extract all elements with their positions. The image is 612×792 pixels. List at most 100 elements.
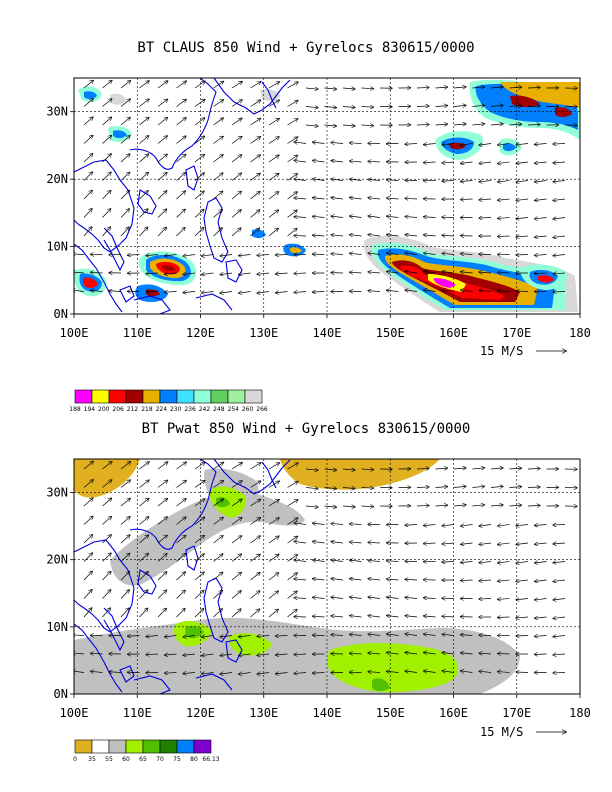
lat-tick-label: 0N	[54, 687, 68, 701]
wind-vector	[479, 290, 492, 291]
wind-vector	[83, 227, 92, 237]
grid-bottom	[74, 459, 580, 694]
wind-vector	[331, 523, 344, 524]
wind-vector	[405, 235, 418, 236]
wind-vector	[231, 137, 242, 144]
wind-vector	[442, 235, 455, 236]
wind-vector	[331, 597, 344, 598]
wind-vector	[276, 255, 288, 256]
wind-vector	[553, 654, 566, 655]
colorbar-label: 236	[184, 406, 196, 413]
wind-vector	[472, 468, 485, 469]
wind-vector	[102, 571, 111, 581]
wind-vector	[553, 218, 566, 220]
wind-vector	[146, 255, 159, 256]
lon-tick-label: 170E	[502, 326, 531, 340]
wind-vector	[405, 525, 418, 526]
wind-vector	[368, 615, 381, 617]
wind-vector	[257, 273, 270, 274]
wind-vector	[305, 506, 318, 507]
colorbar-swatch	[176, 389, 195, 404]
colorbar-swatch	[193, 739, 212, 754]
wind-vector	[350, 198, 362, 199]
wind-vector	[176, 480, 187, 488]
wind-vector	[157, 462, 168, 470]
wind-vector	[472, 105, 485, 106]
lon-tick-label: 100E	[60, 326, 89, 340]
wind-vector	[461, 162, 473, 163]
wind-vector	[250, 554, 261, 562]
wind-vector	[139, 498, 149, 507]
wind-vector	[361, 88, 374, 89]
wind-vector	[176, 118, 187, 126]
colorbar-label: 70	[156, 756, 164, 763]
wind-vector	[416, 106, 429, 107]
wind-vector	[405, 198, 418, 199]
colorbar-swatch	[74, 739, 93, 754]
wind-vector	[157, 480, 168, 488]
wind-vector	[102, 516, 112, 525]
wind-vector	[479, 162, 492, 164]
wind-vector	[490, 87, 503, 88]
wind-vector	[331, 635, 344, 636]
lat-tick-label: 0N	[54, 307, 68, 321]
colorbar-label: 80	[190, 756, 198, 763]
lat-tick-label: 30N	[46, 486, 68, 500]
wind-vector	[405, 271, 418, 273]
wind-vector	[553, 525, 566, 526]
wind-vector	[120, 209, 129, 218]
wind-vector	[202, 273, 214, 275]
wind-vector	[268, 500, 279, 507]
wind-vector	[250, 118, 261, 126]
wind-vector	[83, 190, 92, 200]
wind-vector	[350, 634, 362, 635]
wind-vector	[176, 609, 185, 618]
wind-vector	[231, 536, 242, 544]
wind-vector	[183, 654, 196, 655]
wind-vector	[361, 488, 374, 489]
wind-vector	[424, 271, 436, 273]
wind-vector	[553, 181, 566, 182]
wind-vector	[424, 543, 436, 544]
wind-vector	[498, 144, 510, 146]
wind-vector	[294, 273, 307, 274]
wind-vector	[250, 609, 260, 618]
wind-vector	[257, 636, 270, 637]
wind-vector	[435, 124, 448, 125]
wind-vector	[157, 227, 166, 237]
wind-vector	[139, 136, 149, 144]
wind-vector	[83, 80, 93, 89]
wind-vector	[268, 119, 279, 126]
wind-vector	[553, 599, 566, 601]
wind-vector	[157, 118, 167, 126]
wind-vector	[350, 579, 362, 580]
wind-vector	[139, 172, 149, 181]
wind-vector	[405, 671, 418, 672]
wind-vector	[268, 536, 279, 544]
wind-vector	[313, 198, 325, 199]
wind-vector	[194, 155, 204, 163]
wind-vector	[350, 597, 362, 599]
colorbar-swatch	[227, 389, 246, 404]
wind-vector	[368, 272, 381, 273]
lon-tick-label: 180	[569, 326, 591, 340]
wind-vector	[424, 253, 436, 254]
wind-vector	[294, 654, 307, 655]
colorbar-label: 242	[199, 406, 211, 413]
wind-vector	[213, 228, 223, 237]
wind-vector	[324, 488, 337, 489]
wind-vector	[472, 486, 485, 487]
wind-vector	[157, 136, 167, 144]
wind-vector	[294, 523, 307, 525]
colorbar-label: 248	[213, 406, 225, 413]
wind-vector	[194, 536, 204, 544]
wind-vector	[313, 216, 325, 217]
wind-vector	[102, 535, 112, 544]
wind-vector	[83, 590, 92, 599]
wind-vector	[287, 174, 298, 181]
wind-vector	[250, 481, 261, 488]
wind-vector	[331, 542, 344, 543]
wind-vector	[442, 525, 455, 526]
wind-vector	[387, 597, 399, 598]
